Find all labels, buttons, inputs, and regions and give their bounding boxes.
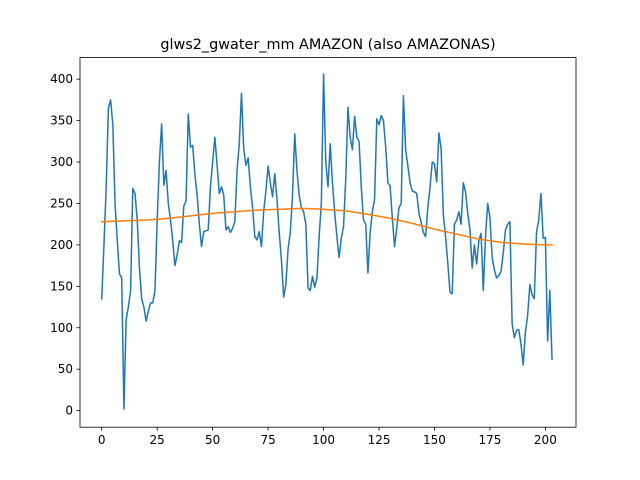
x-tick-label: 25 [150,433,165,447]
x-tick-label: 200 [534,433,557,447]
y-tick-label: 150 [50,279,73,293]
plot-area: 0 25 50 75 100 125 150 175 200 0 50 100 150 200 250 300… [50,57,577,447]
chart-title: glws2_gwater_mm AMAZON (also AMAZONAS) [160,37,495,53]
x-tick-label: 50 [205,433,220,447]
y-tick-label: 100 [50,321,73,335]
x-tick-label: 150 [423,433,446,447]
y-tick-label: 300 [50,155,73,169]
series-line-1 [100,73,553,410]
y-tick-label: 400 [50,72,73,86]
x-tick-label: 125 [368,433,391,447]
y-tick-label: 0 [65,404,73,418]
y-tick-label: 50 [58,362,73,376]
x-tick-label: 100 [312,433,335,447]
axes-frame [79,57,577,428]
x-tick-label: 175 [478,433,501,447]
series-line-2 [100,207,553,246]
x-tick-label: 0 [98,433,106,447]
y-tick-label: 200 [50,238,73,252]
x-tick-label: 75 [260,433,275,447]
y-tick-label: 350 [50,114,73,128]
y-tick-label: 250 [50,196,73,210]
